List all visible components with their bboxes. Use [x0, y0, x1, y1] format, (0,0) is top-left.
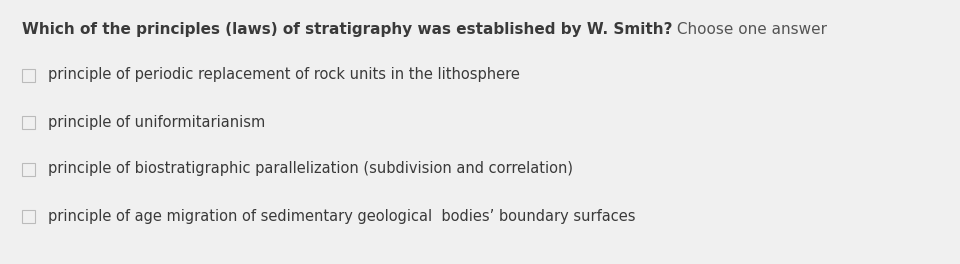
FancyBboxPatch shape	[22, 163, 35, 176]
FancyBboxPatch shape	[22, 210, 35, 223]
FancyBboxPatch shape	[22, 68, 35, 82]
Text: principle of age migration of sedimentary geological  bodies’ boundary surfaces: principle of age migration of sedimentar…	[48, 209, 636, 224]
Text: Which of the principles (laws) of stratigraphy was established by W. Smith?: Which of the principles (laws) of strati…	[22, 22, 673, 37]
Text: principle of biostratigraphic parallelization (subdivision and correlation): principle of biostratigraphic paralleliz…	[48, 162, 573, 177]
Text: Choose one answer: Choose one answer	[673, 22, 828, 37]
Text: principle of periodic replacement of rock units in the lithosphere: principle of periodic replacement of roc…	[48, 68, 520, 82]
FancyBboxPatch shape	[22, 116, 35, 129]
Text: principle of uniformitarianism: principle of uniformitarianism	[48, 115, 265, 130]
